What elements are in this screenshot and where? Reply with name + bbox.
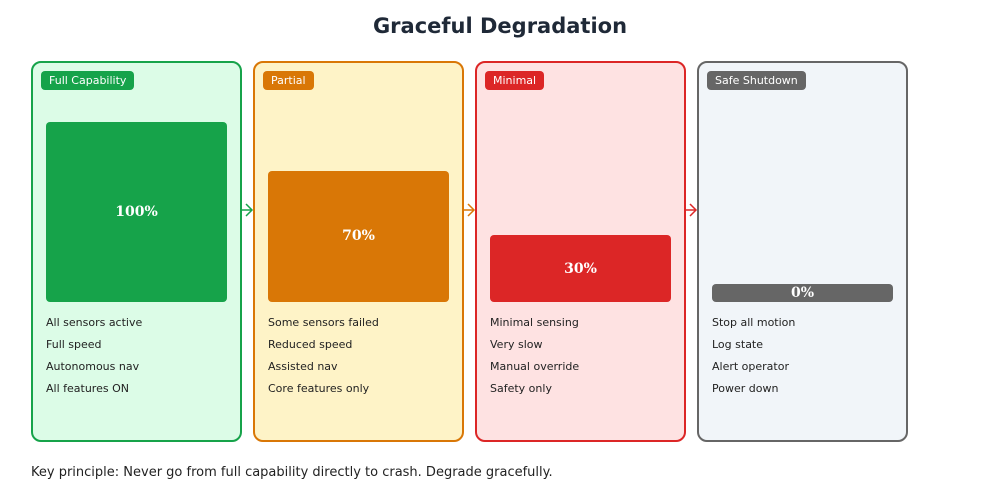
- capability-value: 100%: [115, 204, 158, 220]
- stage-panel-full-capability: Full Capability 100% All sensors active Ful…: [31, 61, 242, 442]
- stage-items: Minimal sensing Very slow Manual override S…: [490, 315, 579, 403]
- stage-badge: Full Capability: [41, 71, 135, 90]
- stage-badge: Minimal: [485, 71, 545, 90]
- stage-item: Very slow: [490, 338, 543, 351]
- stage-items: Some sensors failed Reduced speed Assisted…: [268, 315, 379, 403]
- stage-item: Manual override: [490, 360, 580, 373]
- stage-item: Stop all motion: [712, 316, 796, 329]
- stage-badge: Partial: [263, 71, 314, 90]
- stage-badge: Safe Shutdown: [707, 71, 806, 90]
- arrow-right-icon: [240, 202, 254, 218]
- capability-bar: 0%: [712, 284, 893, 302]
- arrow-right-icon: [684, 202, 698, 218]
- stage-item: Safety only: [490, 382, 552, 395]
- stage-item: Assisted nav: [268, 360, 338, 373]
- arrow-right-icon: [462, 202, 476, 218]
- capability-value: 70%: [342, 228, 375, 245]
- stage-item: Core features only: [268, 382, 370, 395]
- stage-items: All sensors active Full speed Autonomous n…: [46, 315, 142, 403]
- stage-panel-partial: Partial 70% Some sensors failed Reduced spe…: [253, 61, 464, 442]
- stage-item: Alert operator: [712, 360, 789, 373]
- capability-bar: 100%: [46, 122, 227, 302]
- key-principle-note: Key principle: Never go from full capabi…: [31, 465, 553, 480]
- diagram-title: Graceful Degradation: [372, 14, 628, 38]
- stage-item: Some sensors failed: [268, 316, 379, 329]
- stage-item: All sensors active: [46, 316, 143, 329]
- stage-item: Power down: [712, 382, 779, 395]
- capability-bar: 30%: [490, 235, 671, 302]
- capability-value: 30%: [564, 260, 597, 277]
- stage-panel-minimal: Minimal 30% Minimal sensing Very slow Manual…: [475, 61, 686, 442]
- capability-value: 0%: [790, 285, 815, 301]
- stage-item: Log state: [712, 338, 764, 351]
- stage-panel-safe-shutdown: Safe Shutdown 0% Stop all motion Log state A…: [697, 61, 908, 442]
- stage-item: Full speed: [46, 338, 102, 351]
- stage-item: Reduced speed: [268, 338, 353, 351]
- stage-item: Autonomous nav: [46, 360, 140, 373]
- capability-bar: 70%: [268, 170, 449, 302]
- stage-item: Minimal sensing: [490, 316, 579, 329]
- stage-item: All features ON: [46, 382, 129, 395]
- stage-items: Stop all motion Log state Alert operator Po…: [712, 315, 795, 403]
